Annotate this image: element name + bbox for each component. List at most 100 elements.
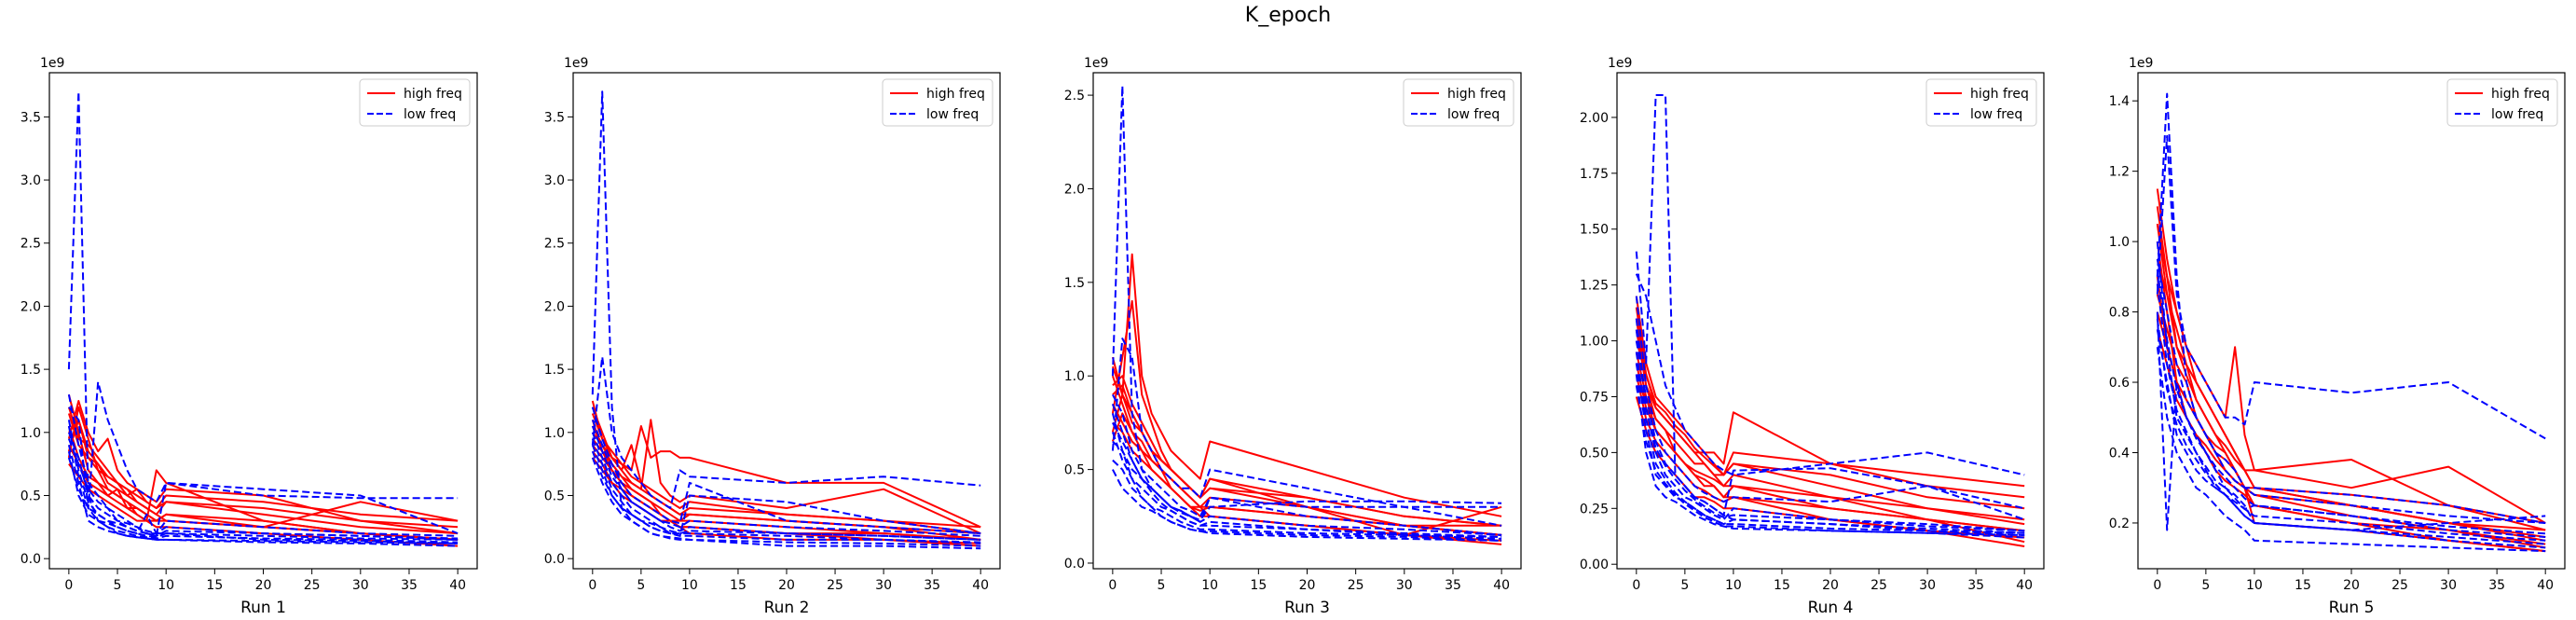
- legend-label-low: low freq: [404, 107, 456, 122]
- figure-title: K_epoch: [1244, 4, 1332, 27]
- series-line-high-5: [67, 406, 459, 529]
- series-line-high-10: [67, 406, 459, 522]
- chart-panel-4: 0 5 10 15 20 25 30 35 40 0.00 0.25 0.50 0.75 1.00 1.25…: [1580, 56, 2045, 617]
- x-tick-label: 0: [64, 578, 73, 593]
- y-tick-label: 0.00: [1580, 558, 1609, 572]
- legend-label-high: high freq: [2491, 87, 2550, 102]
- series-line-low-20: [591, 406, 981, 535]
- series-line-low-12: [1111, 338, 1502, 508]
- x-tick-label: 40: [2016, 578, 2033, 593]
- x-axis-label: Run 2: [764, 599, 810, 617]
- axis-offset-label: 1e9: [1084, 56, 1108, 71]
- legend-label-low: low freq: [926, 107, 979, 122]
- x-tick-label: 30: [352, 578, 369, 593]
- legend-label-high: high freq: [1447, 87, 1506, 102]
- legend-label-high: high freq: [404, 87, 462, 102]
- y-tick-label: 0.75: [1580, 390, 1609, 405]
- legend: high freq low freq: [1403, 78, 1514, 127]
- x-tick-label: 40: [2537, 578, 2554, 593]
- legend-label-low: low freq: [1970, 107, 2022, 122]
- chart-panel-5: 0 5 10 15 20 25 30 35 40 0.2 0.4 0.6 0.8 1.0 1.2 1.4 1e9…: [2109, 56, 2566, 617]
- x-axis-label: Run 4: [1808, 599, 1854, 617]
- x-tick-label: 20: [1299, 578, 1316, 593]
- series-line-high-2: [591, 419, 981, 535]
- x-tick-label: 20: [778, 578, 795, 593]
- series-line-low-17: [1112, 469, 1502, 542]
- x-tick-label: 0: [1632, 578, 1640, 593]
- series-line-high-9: [1111, 412, 1502, 536]
- x-tick-label: 5: [114, 578, 122, 593]
- y-tick-label: 1.5: [544, 363, 565, 378]
- x-tick-label: 10: [1725, 578, 1742, 593]
- x-tick-label: 30: [875, 578, 892, 593]
- series-line-high-2: [67, 393, 459, 541]
- y-tick-label: 2.5: [544, 237, 565, 252]
- y-tick-label: 0.2: [2109, 517, 2130, 531]
- y-tick-label: 2.0: [21, 299, 41, 314]
- series-line-low-16: [1635, 340, 2025, 517]
- y-tick-label: 0.5: [1064, 463, 1085, 478]
- y-tick-label: 1.50: [1580, 223, 1609, 238]
- series-line-high-1: [1635, 296, 2025, 499]
- x-tick-label: 30: [2440, 578, 2457, 593]
- x-axis-label: Run 3: [1284, 599, 1330, 617]
- legend: high freq low freq: [882, 78, 993, 127]
- series-line-low-16: [2156, 258, 2546, 524]
- x-tick-label: 25: [2391, 578, 2408, 593]
- series-line-low-17: [1635, 351, 2025, 534]
- legend-label-low: low freq: [1447, 107, 1500, 122]
- series-line-low-16: [67, 450, 459, 541]
- series-line-high-10: [2156, 224, 2546, 531]
- x-tick-label: 10: [158, 578, 174, 593]
- series-line-high-1: [1111, 253, 1502, 517]
- series-line-low-19: [67, 425, 459, 544]
- y-tick-label: 2.5: [1064, 89, 1085, 103]
- series-line-low-12: [2156, 134, 2546, 440]
- y-tick-label: 1.4: [2109, 94, 2130, 109]
- series-line-low-11: [67, 90, 459, 547]
- x-tick-label: 25: [304, 578, 321, 593]
- series-line-high-2: [1111, 299, 1502, 527]
- y-tick-label: 1.0: [21, 426, 41, 441]
- x-axis-label: Run 5: [2329, 599, 2375, 617]
- x-tick-label: 40: [449, 578, 466, 593]
- legend: high freq low freq: [2446, 78, 2558, 127]
- y-tick-label: 0.5: [544, 489, 565, 503]
- series-line-low-19: [1112, 440, 1502, 521]
- y-tick-label: 2.5: [21, 237, 41, 252]
- y-tick-label: 2.00: [1580, 111, 1609, 126]
- chart-panel-2: 0 5 10 15 20 25 30 35 40 0.0 0.5 1.0 1.5 2.0 2.5 3.0 3.5…: [544, 56, 1001, 617]
- series-line-low-20: [67, 457, 459, 540]
- x-tick-label: 5: [637, 578, 645, 593]
- axis-offset-label: 1e9: [1608, 56, 1632, 71]
- series-line-low-13: [67, 445, 459, 544]
- y-tick-label: 0.0: [544, 552, 565, 567]
- x-tick-label: 15: [2295, 578, 2311, 593]
- x-tick-label: 35: [1967, 578, 1984, 593]
- x-tick-label: 40: [972, 578, 989, 593]
- series-line-low-17: [2156, 329, 2546, 531]
- series-line-high-7: [1635, 351, 2025, 539]
- series-line-low-14: [67, 432, 459, 541]
- series-line-low-14: [2156, 241, 2546, 545]
- series-line-high-1: [2156, 206, 2546, 524]
- x-tick-label: 15: [1774, 578, 1790, 593]
- x-tick-label: 20: [255, 578, 272, 593]
- x-tick-label: 35: [1445, 578, 1461, 593]
- series-line-low-20: [1111, 403, 1502, 538]
- x-tick-label: 25: [1870, 578, 1887, 593]
- series-line-high-9: [68, 462, 459, 547]
- x-tick-label: 0: [588, 578, 596, 593]
- series-line-low-13: [1111, 413, 1502, 542]
- series-line-low-17: [591, 457, 981, 550]
- series-line-high-10: [591, 413, 981, 529]
- series-line-low-12: [68, 380, 459, 509]
- x-tick-label: 25: [1348, 578, 1364, 593]
- series-line-low-16: [591, 438, 981, 537]
- y-tick-label: 1.5: [1064, 276, 1085, 291]
- x-tick-label: 0: [2153, 578, 2161, 593]
- series-line-low-20: [1635, 329, 2025, 532]
- series-line-low-19: [591, 444, 981, 541]
- y-tick-label: 1.0: [1064, 369, 1085, 384]
